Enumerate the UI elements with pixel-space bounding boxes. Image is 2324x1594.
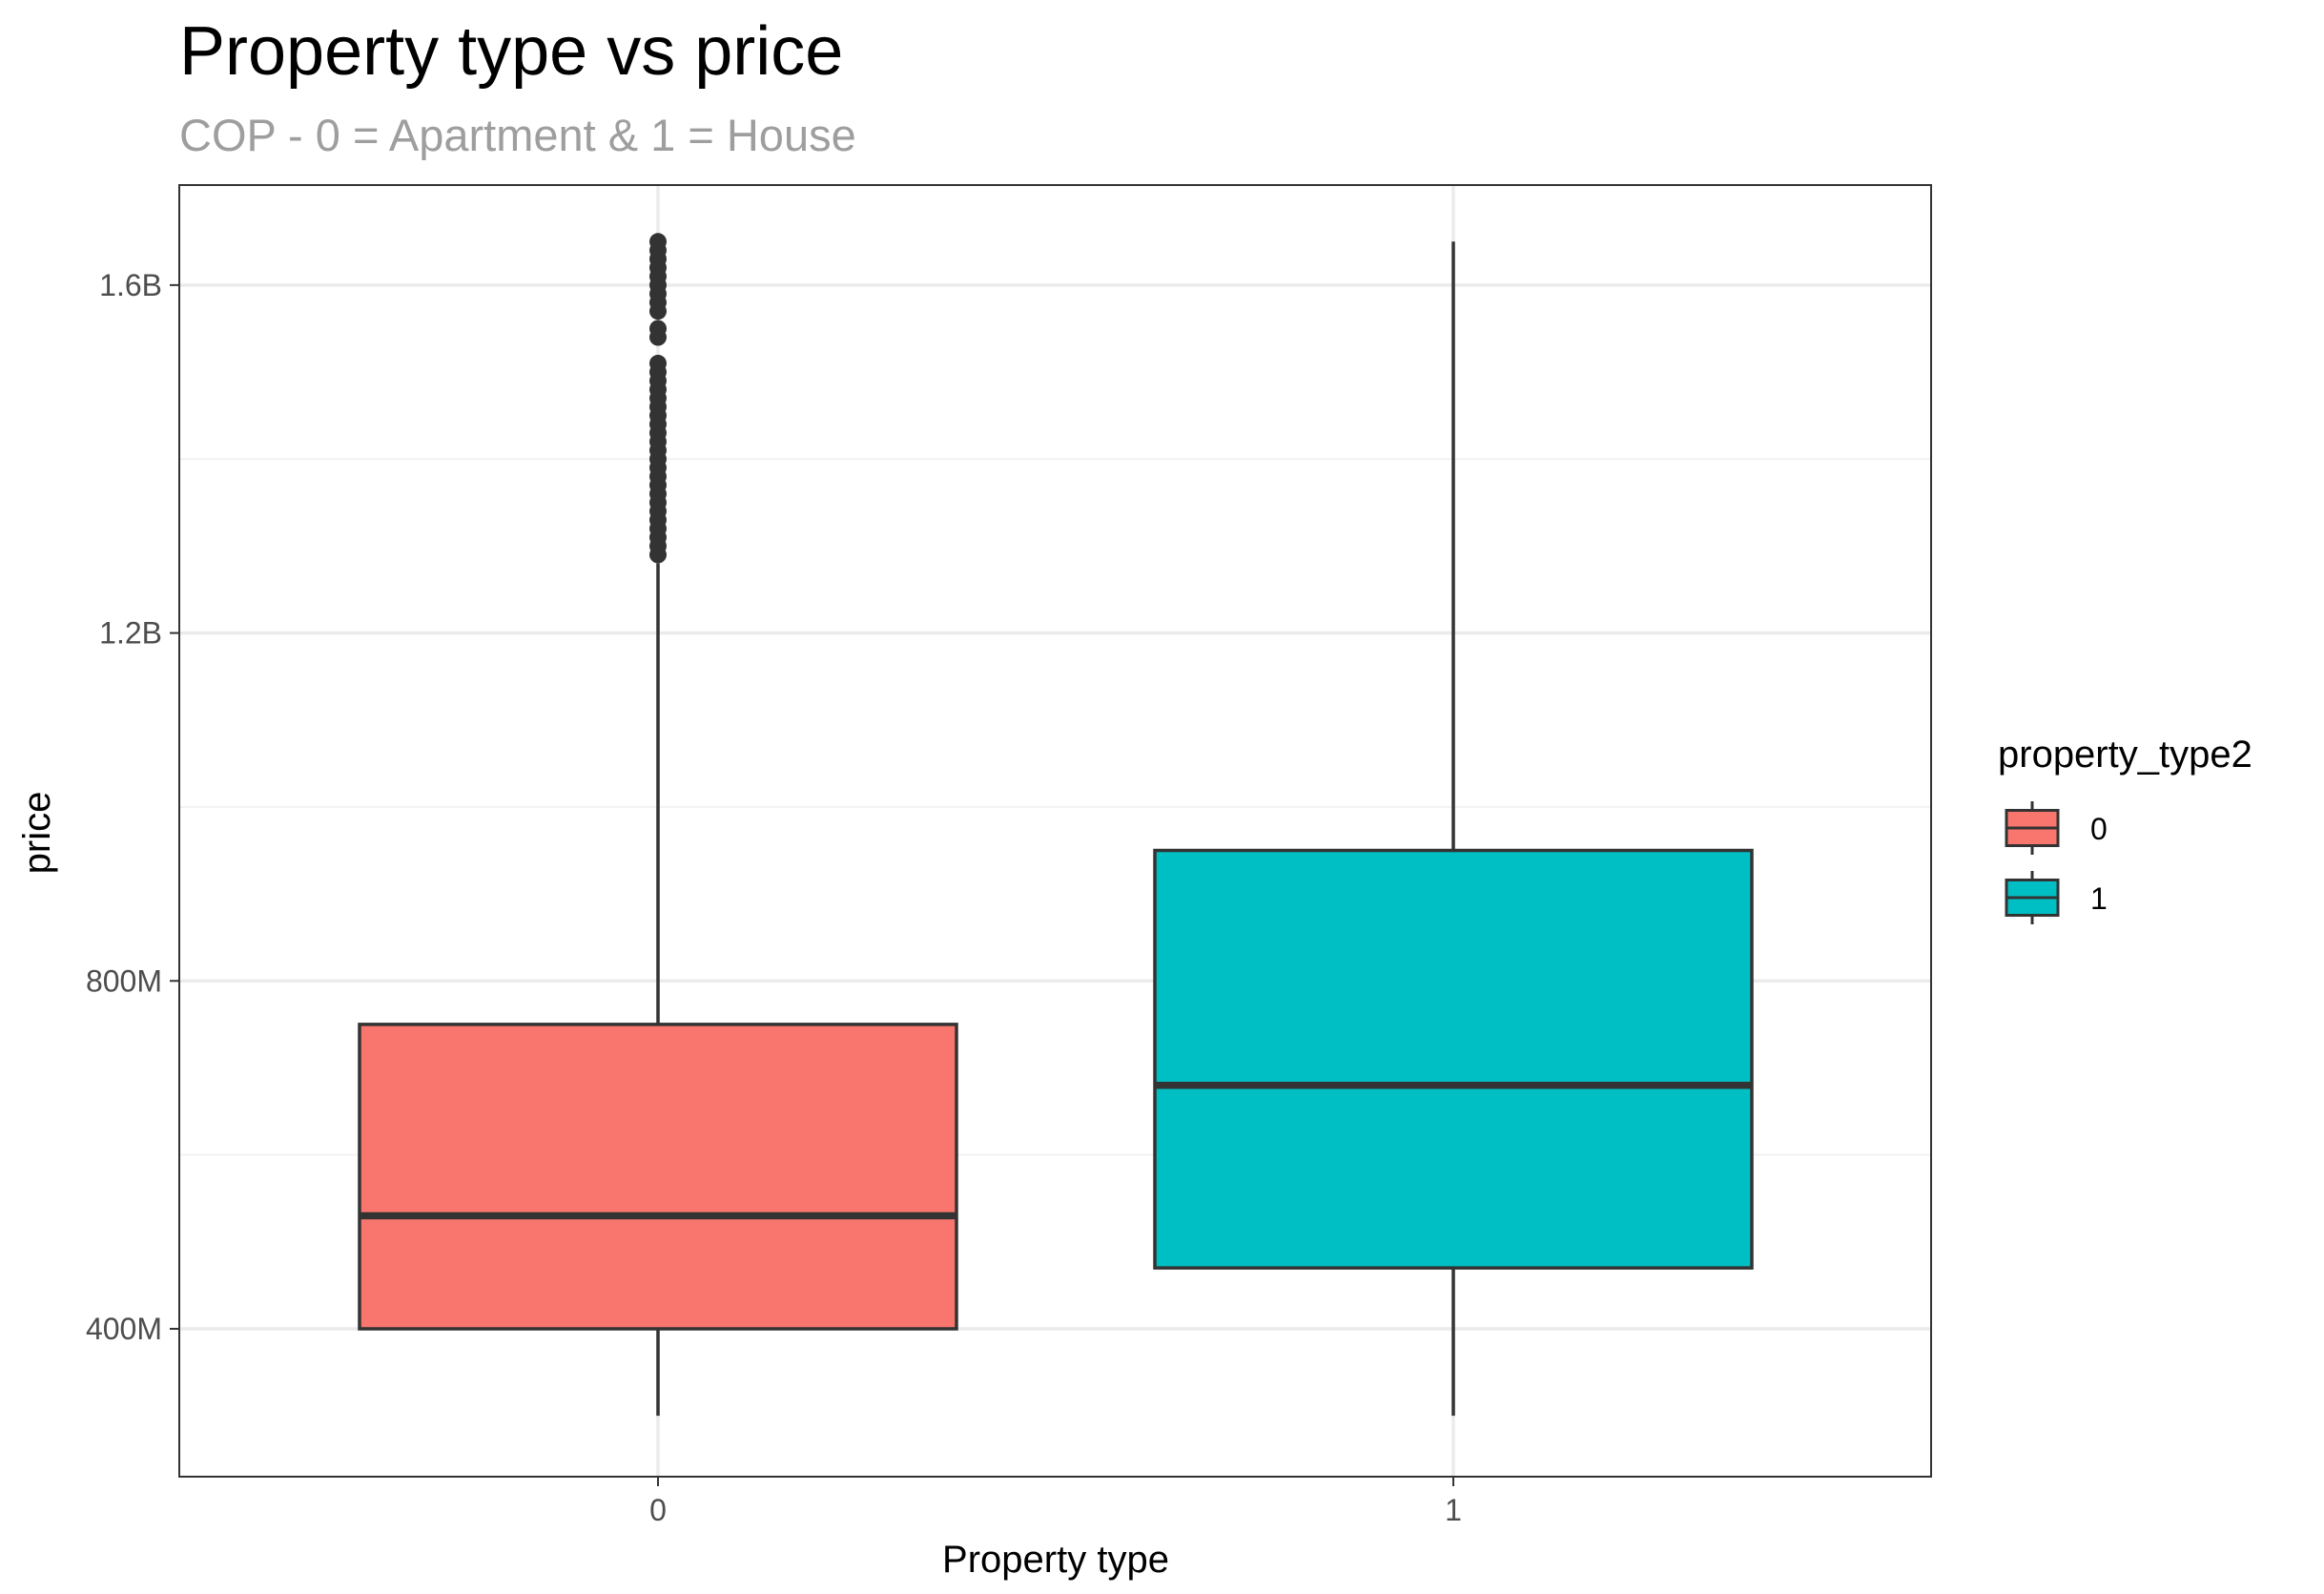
iqr-box	[358, 1023, 958, 1331]
y-tick-label: 800M	[86, 963, 162, 998]
plot-area: 400M 800M 1.2B 1.6B 0 1	[86, 184, 1932, 1527]
legend-label: 0	[2090, 812, 2108, 846]
chart-subtitle: COP - 0 = Apartment & 1 = House	[179, 110, 856, 160]
y-tick-label: 1.2B	[99, 616, 162, 651]
x-tick-label: 0	[649, 1493, 667, 1527]
legend-title: property_type2	[1998, 734, 2252, 776]
chart-title: Property type vs price	[179, 13, 843, 90]
y-tick-label: 1.6B	[99, 268, 162, 302]
outlier-point	[649, 354, 667, 372]
y-axis-title: price	[16, 792, 58, 875]
legend-label: 1	[2090, 881, 2108, 916]
x-axis-title: Property type	[942, 1539, 1169, 1581]
legend-entry-1: 1	[2005, 871, 2108, 924]
panel-border	[178, 184, 1932, 1478]
legend: 01	[2005, 801, 2108, 924]
box-0	[358, 233, 958, 1417]
outlier-point	[649, 320, 667, 338]
legend-entry-0: 0	[2005, 801, 2108, 855]
outlier-point	[649, 233, 667, 251]
x-tick-label: 1	[1445, 1493, 1462, 1527]
box-1	[1153, 241, 1754, 1417]
y-tick-label: 400M	[86, 1312, 162, 1346]
iqr-box	[1153, 848, 1754, 1270]
